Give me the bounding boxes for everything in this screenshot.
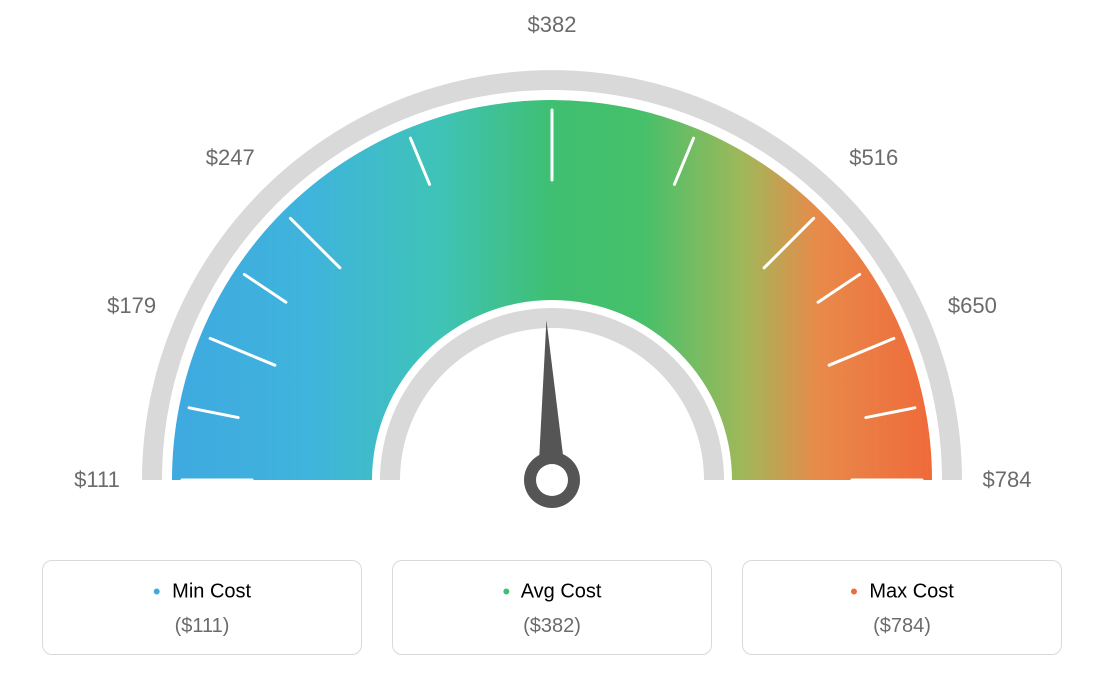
gauge-tick-label: $382 xyxy=(528,12,577,38)
dot-icon: • xyxy=(153,579,161,604)
legend-card-min: • Min Cost ($111) xyxy=(42,560,362,655)
legend-value-avg: ($382) xyxy=(393,615,711,638)
legend-title-text: Min Cost xyxy=(172,580,251,602)
dot-icon: • xyxy=(850,579,858,604)
legend-title-min: • Min Cost xyxy=(43,579,361,605)
legend-card-avg: • Avg Cost ($382) xyxy=(392,560,712,655)
gauge-svg xyxy=(0,0,1104,560)
gauge-tick-label: $650 xyxy=(948,293,997,319)
gauge-tick-label: $516 xyxy=(849,145,898,171)
legend-value-max: ($784) xyxy=(743,615,1061,638)
dot-icon: • xyxy=(503,579,511,604)
legend-title-text: Avg Cost xyxy=(521,580,602,602)
gauge-tick-label: $179 xyxy=(107,293,156,319)
gauge-tick-label: $111 xyxy=(74,467,120,493)
gauge-tick-label: $784 xyxy=(983,467,1032,493)
legend-row: • Min Cost ($111) • Avg Cost ($382) • Ma… xyxy=(0,560,1104,655)
legend-title-text: Max Cost xyxy=(869,580,953,602)
gauge-tick-label: $247 xyxy=(206,145,255,171)
legend-title-avg: • Avg Cost xyxy=(393,579,711,605)
legend-card-max: • Max Cost ($784) xyxy=(742,560,1062,655)
gauge-chart: $111 $179 $247 $382 $516 $650 $784 xyxy=(0,0,1104,560)
legend-title-max: • Max Cost xyxy=(743,579,1061,605)
legend-value-min: ($111) xyxy=(43,615,361,638)
